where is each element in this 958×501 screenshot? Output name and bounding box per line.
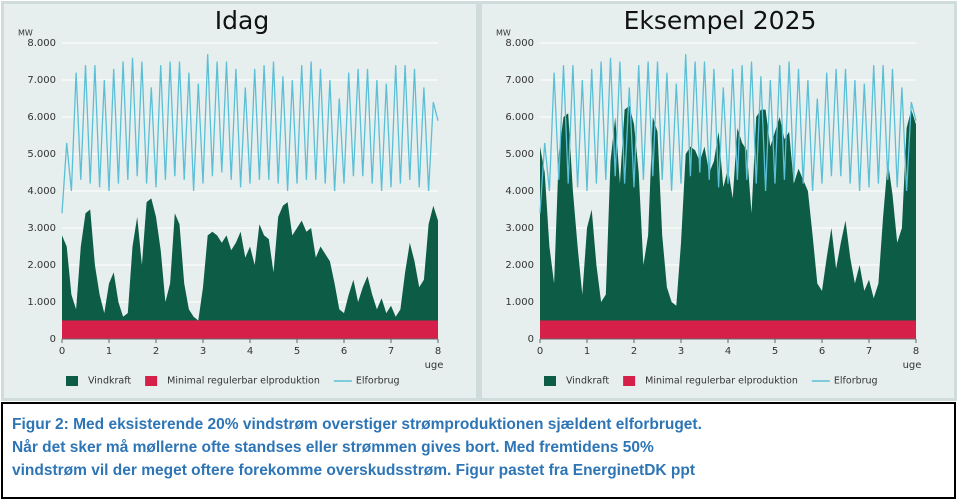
y-tick-label: 6.000 (505, 112, 534, 123)
x-tick-label: 4 (725, 346, 731, 357)
x-tick-label: 6 (341, 346, 347, 357)
y-tick-label: 2.000 (27, 260, 56, 271)
y-tick-label: 8.000 (27, 38, 56, 49)
x-tick-label: 5 (772, 346, 778, 357)
x-tick-label: 1 (584, 346, 590, 357)
area-series (62, 320, 438, 339)
x-tick-label: 3 (200, 346, 206, 357)
caption-box (1, 402, 956, 499)
chart-title: Eksempel 2025 (624, 6, 817, 35)
chart-title: Idag (215, 6, 269, 35)
legend-label: Minimal regulerbar elproduktion (645, 376, 798, 387)
area-series (540, 105, 916, 340)
x-tick-label: 8 (913, 346, 919, 357)
x-tick-label: 0 (59, 346, 65, 357)
y-tick-label: 1.000 (27, 297, 56, 308)
x-tick-label: 8 (435, 346, 441, 357)
y-tick-label: 7.000 (27, 75, 56, 86)
legend-label: Elforbrug (356, 376, 400, 387)
x-tick-label: 7 (388, 346, 394, 357)
line-series (539, 54, 917, 214)
y-tick-label: 3.000 (27, 223, 56, 234)
y-tick-label: 0 (528, 334, 534, 345)
caption-line: Figur 2: Med eksisterende 20% vindstrøm … (12, 416, 702, 433)
x-tick-label: 6 (819, 346, 825, 357)
x-tick-label: 2 (153, 346, 159, 357)
x-axis-label: uge (425, 360, 444, 371)
x-tick-label: 3 (678, 346, 684, 357)
legend-label: Vindkraft (88, 376, 131, 387)
caption-line: vindstrøm vil der meget oftere forekomme… (12, 462, 695, 479)
y-axis-label: MW (18, 29, 33, 38)
x-tick-label: 7 (866, 346, 872, 357)
legend-label: Vindkraft (566, 376, 609, 387)
x-tick-label: 1 (106, 346, 112, 357)
area-series (540, 320, 916, 339)
x-axis-label: uge (903, 360, 922, 371)
legend-label: Elforbrug (834, 376, 878, 387)
legend-swatch (623, 376, 636, 386)
y-tick-label: 1.000 (505, 297, 534, 308)
legend-swatch (66, 376, 78, 386)
y-tick-label: 7.000 (505, 75, 534, 86)
y-tick-label: 4.000 (505, 186, 534, 197)
legend-label: Minimal regulerbar elproduktion (167, 376, 320, 387)
y-tick-label: 6.000 (27, 112, 56, 123)
y-tick-label: 4.000 (27, 186, 56, 197)
x-tick-label: 0 (537, 346, 543, 357)
y-tick-label: 5.000 (27, 149, 56, 160)
line-series (61, 54, 439, 214)
y-tick-label: 5.000 (505, 149, 534, 160)
y-tick-label: 3.000 (505, 223, 534, 234)
x-tick-label: 4 (247, 346, 253, 357)
caption-line: Når det sker må møllerne ofte standses e… (12, 439, 654, 456)
x-tick-label: 5 (294, 346, 300, 357)
x-tick-label: 2 (631, 346, 637, 357)
legend-swatch (544, 376, 556, 386)
y-tick-label: 2.000 (505, 260, 534, 271)
area-series (62, 198, 438, 339)
y-tick-label: 0 (50, 334, 56, 345)
legend-swatch (145, 376, 158, 386)
y-tick-label: 8.000 (505, 38, 534, 49)
y-axis-label: MW (496, 29, 511, 38)
